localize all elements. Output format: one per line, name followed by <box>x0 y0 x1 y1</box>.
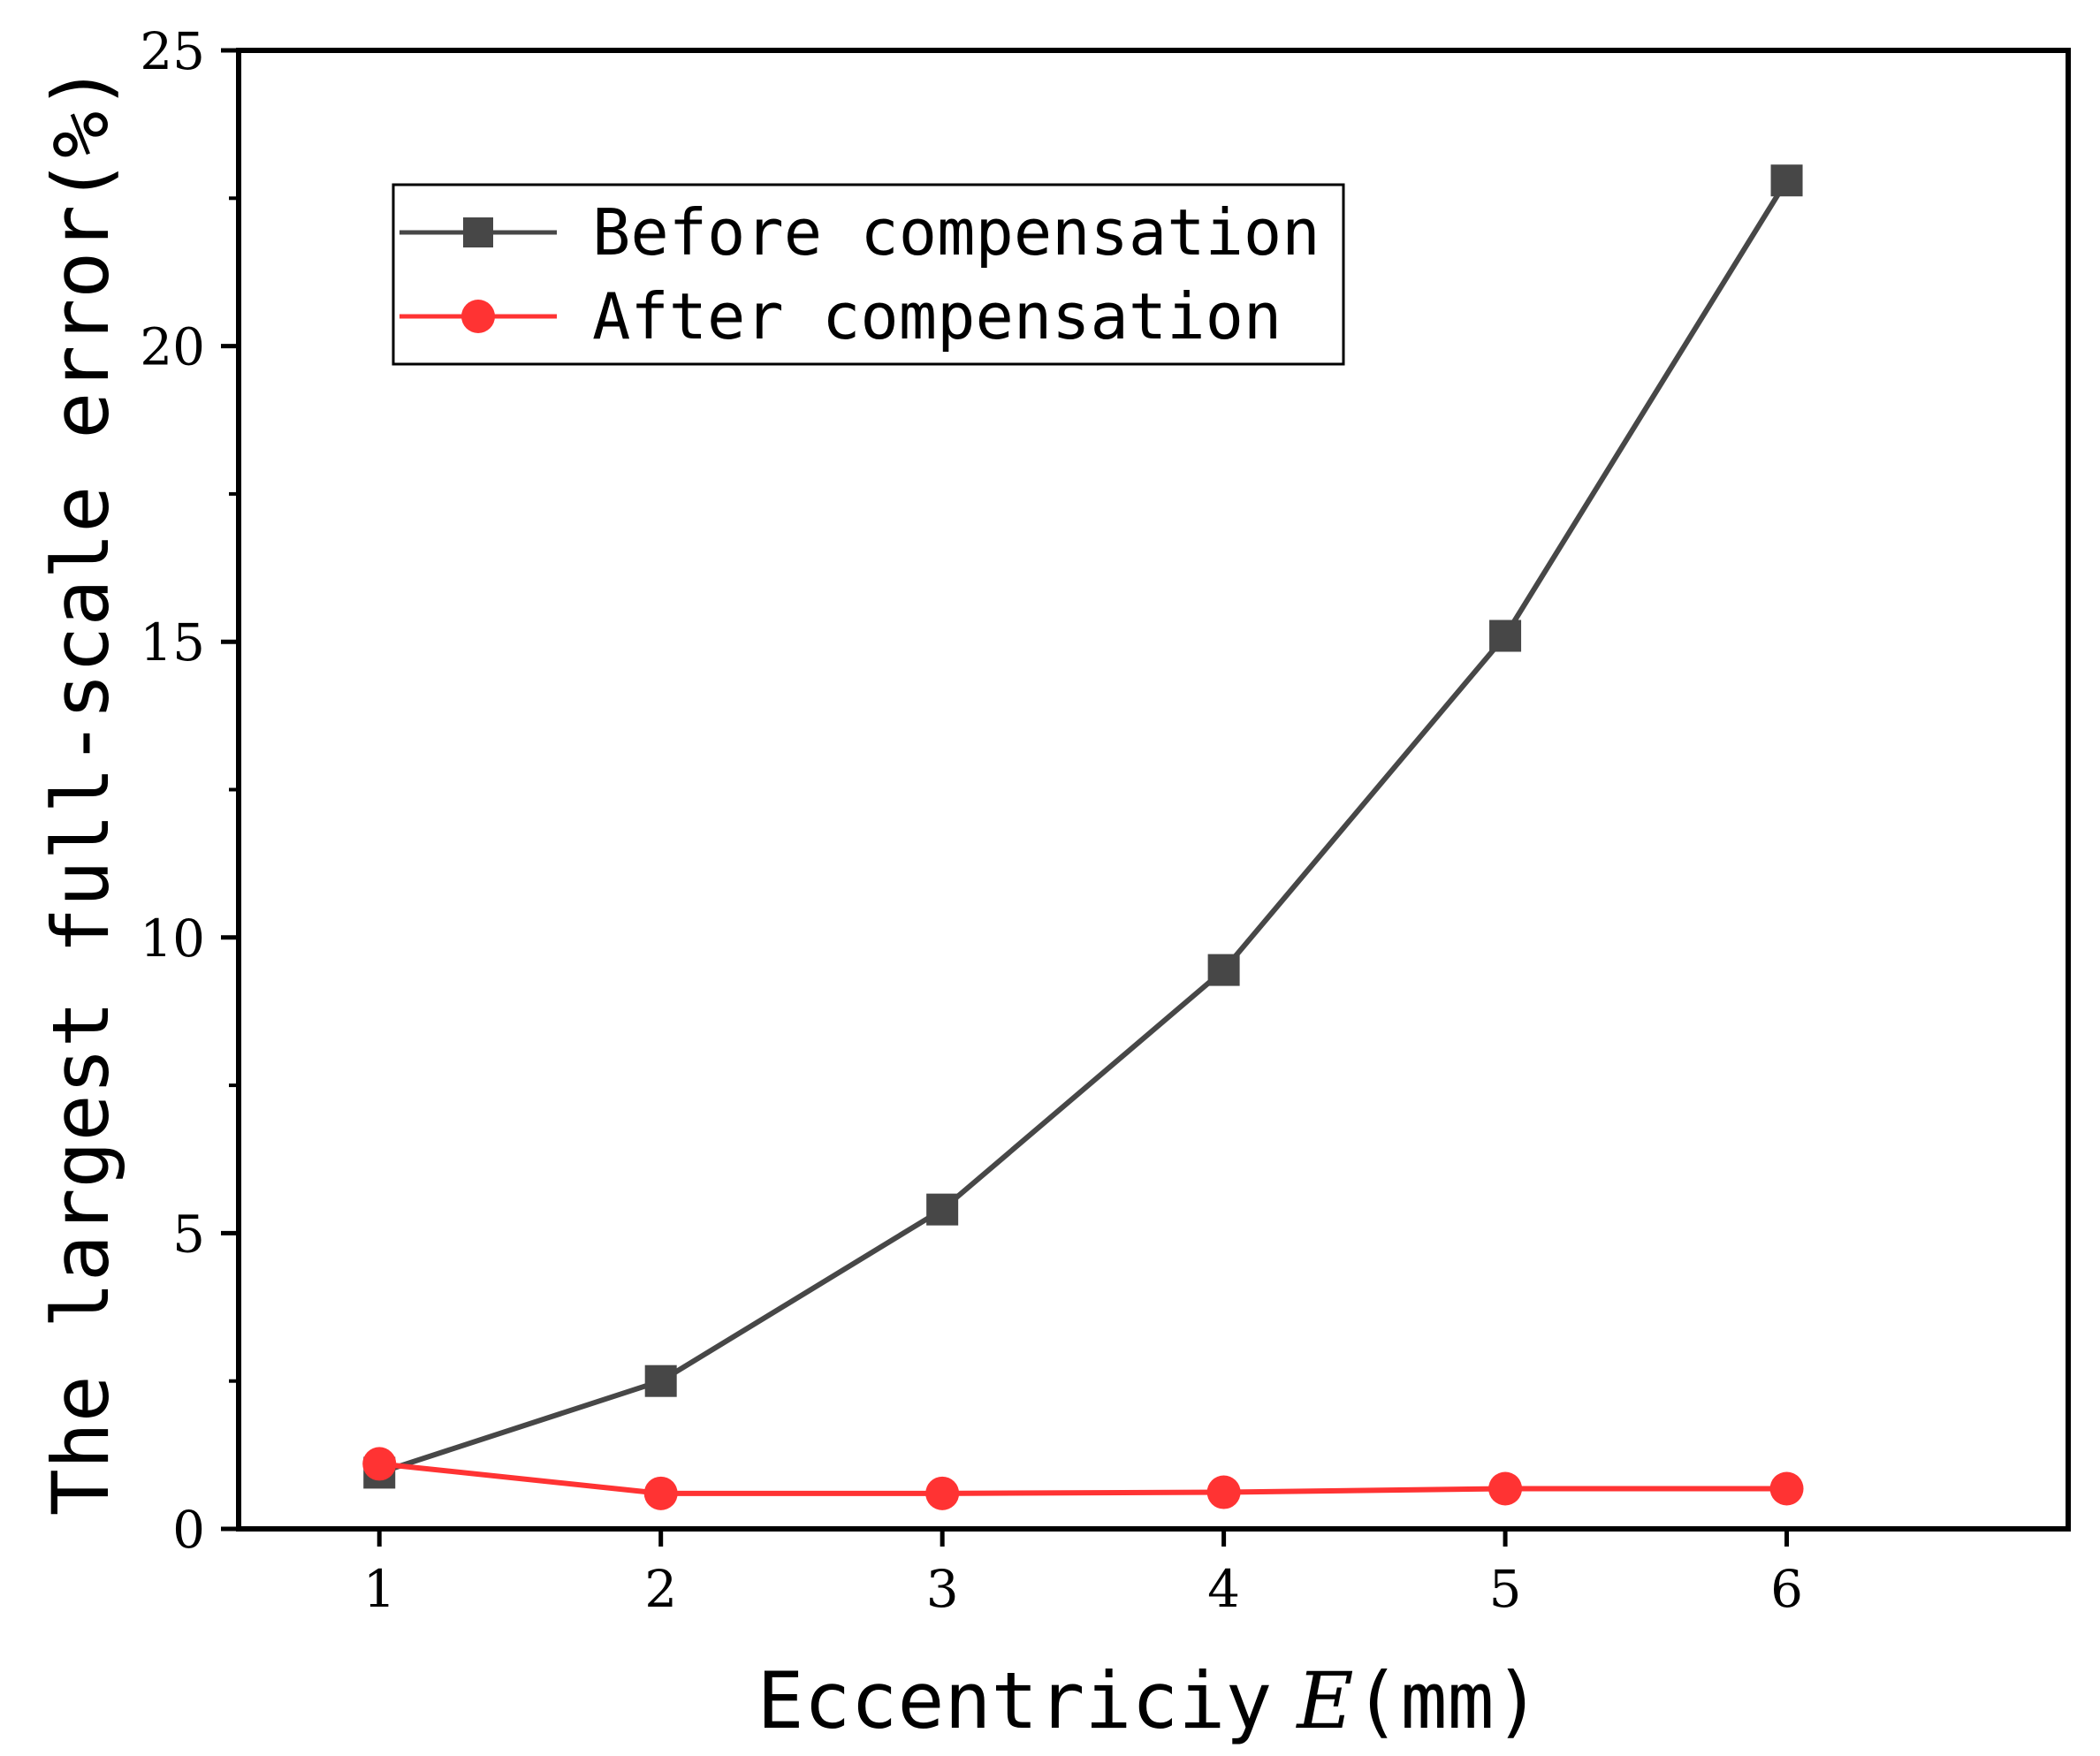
legend-marker-before <box>463 217 493 247</box>
x-tick-label: 4 <box>1207 1559 1240 1619</box>
legend: Before compensation After compensation <box>392 183 1345 366</box>
y-tick-label: 5 <box>172 1204 205 1264</box>
data-markers <box>362 164 1804 1510</box>
x-axis-title: Eccentriciy E(mm) <box>757 1655 1541 1746</box>
series-line-before <box>378 179 1790 1476</box>
point-before-6 <box>1770 164 1803 197</box>
series-line-after <box>378 1461 1787 1496</box>
x-axis-symbol: E <box>1295 1655 1353 1746</box>
x-tick-label: 2 <box>644 1559 677 1619</box>
y-tick-label: 0 <box>172 1500 205 1560</box>
y-axis-ticks: 0 5 10 15 20 25 <box>140 21 239 1560</box>
legend-marker-after <box>461 300 495 333</box>
legend-label-before: Before compensation <box>592 195 1320 270</box>
point-after-6 <box>1769 1471 1804 1506</box>
point-before-2 <box>644 1365 677 1397</box>
legend-box <box>392 183 1345 366</box>
y-tick-label: 15 <box>140 612 205 673</box>
point-after-5 <box>1488 1471 1523 1506</box>
point-after-3 <box>925 1476 960 1510</box>
x-axis-unit: (mm) <box>1354 1655 1541 1746</box>
y-tick-label: 20 <box>140 317 205 377</box>
y-axis-title: The largest full-scale error(%) <box>35 65 126 1516</box>
point-after-4 <box>1206 1475 1241 1509</box>
point-before-3 <box>926 1193 959 1226</box>
point-before-4 <box>1207 954 1240 986</box>
y-tick-label: 10 <box>140 908 205 969</box>
plot-lines <box>378 179 1790 1496</box>
x-tick-label: 1 <box>363 1559 396 1619</box>
point-after-2 <box>643 1476 678 1510</box>
x-tick-label: 6 <box>1770 1559 1803 1619</box>
x-axis-ticks: 1 2 3 4 5 6 <box>363 1529 1803 1619</box>
x-axis-label: Eccentriciy <box>757 1655 1273 1746</box>
x-tick-label: 3 <box>926 1559 959 1619</box>
legend-label-after: After compensation <box>592 279 1282 353</box>
y-tick-label: 25 <box>140 21 205 81</box>
point-after-1 <box>362 1447 397 1481</box>
x-tick-label: 5 <box>1489 1559 1522 1619</box>
point-before-5 <box>1489 620 1522 652</box>
